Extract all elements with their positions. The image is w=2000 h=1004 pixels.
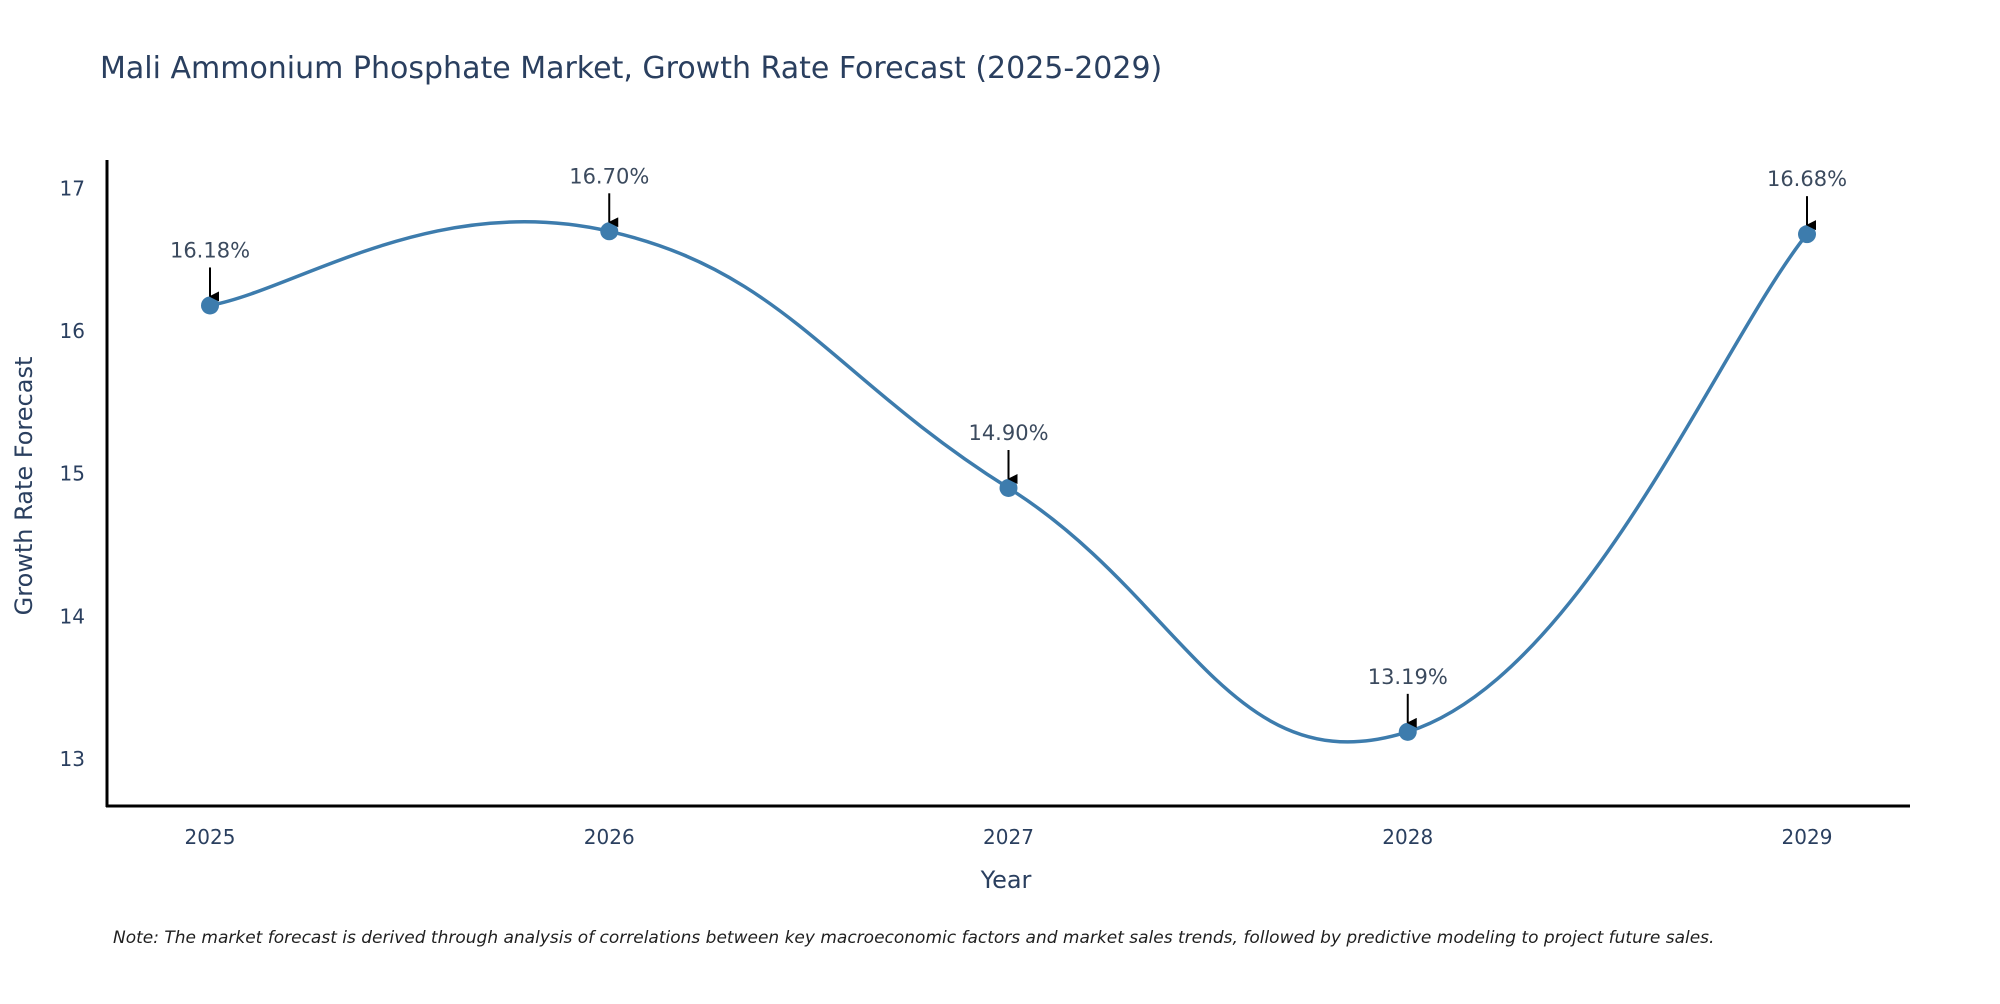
x-tick-label: 2028 (1382, 825, 1433, 849)
y-tick-label: 17 (60, 177, 85, 201)
data-point (999, 478, 1018, 497)
data-label: 16.70% (569, 164, 649, 188)
data-label: 16.18% (170, 238, 250, 262)
data-point (201, 296, 219, 315)
y-axis-title: Growth Rate Forecast (10, 357, 38, 616)
x-tick-label: 2029 (1782, 825, 1833, 849)
x-tick-label: 2025 (185, 825, 236, 849)
series-line (209, 220, 1809, 744)
y-tick-label: 14 (60, 604, 85, 628)
data-label: 16.68% (1767, 167, 1847, 191)
x-axis-title: Year (980, 866, 1032, 894)
x-tick-label: 2027 (983, 825, 1034, 849)
y-tick-label: 13 (60, 747, 85, 771)
data-label: 14.90% (968, 421, 1048, 445)
data-label: 13.19% (1368, 665, 1448, 689)
chart-title: Mali Ammonium Phosphate Market, Growth R… (100, 51, 1162, 86)
y-tick-label: 15 (60, 462, 85, 486)
footnote: Note: The market forecast is derived thr… (113, 928, 1714, 948)
data-point (1398, 722, 1417, 741)
x-tick-label: 2026 (584, 825, 635, 849)
data-point (1798, 225, 1816, 244)
y-tick-label: 16 (60, 319, 85, 343)
data-point (600, 222, 619, 241)
plot-area: 13 14 15 16 17 2025 2026 2027 2028 2029 16.18% 16.7… (60, 160, 1910, 849)
